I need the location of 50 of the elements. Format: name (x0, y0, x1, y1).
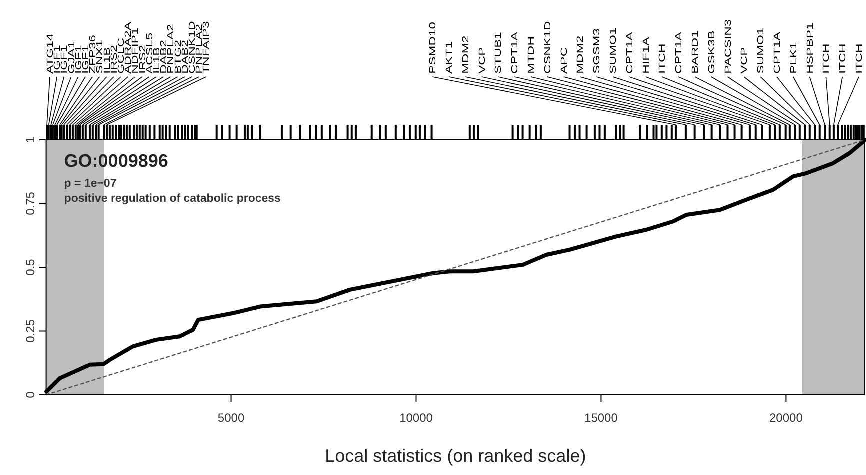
annotation: MTDH (526, 36, 536, 74)
annotation: positive regulation of catabolic process (64, 193, 281, 205)
annotation: GCLC (116, 38, 126, 74)
annotation: CPT1A (772, 31, 782, 74)
x-tick-label: 10000 (400, 411, 434, 425)
annotation: GSK3B (707, 30, 717, 74)
annotation: TNFAIP3 (202, 21, 212, 74)
annotation: SGSM3 (592, 28, 602, 74)
annotation: IL1B (102, 47, 112, 74)
y-tick-label: 0 (23, 391, 38, 398)
annotation: MDM2 (461, 36, 471, 74)
annotation: BARD1 (690, 30, 700, 74)
annotation: SUMO1 (756, 28, 766, 74)
annotation: SUMO1 (608, 28, 618, 74)
annotation: DAB2 (159, 40, 169, 74)
annotation: NDFIP1 (131, 28, 141, 74)
annotation: IL1B (152, 47, 162, 74)
y-tick-label: 0.5 (23, 258, 38, 276)
annotation: p = 1e−07 (64, 178, 117, 190)
annotation: PSMD10 (428, 22, 438, 74)
x-tick-label: 15000 (584, 411, 618, 425)
annotation: AKT1 (444, 41, 454, 74)
annotation: ITCH (822, 44, 832, 74)
annotation: ACSL5 (145, 32, 155, 74)
y-tick-label: 0.25 (23, 319, 38, 343)
annotation: MDM2 (576, 36, 586, 74)
annotation: STUB1 (494, 32, 504, 74)
text: GO:0009896 (64, 151, 168, 171)
annotation: CSNK1D (543, 21, 553, 74)
annotation: ADRA2A (124, 21, 134, 74)
annotation: HIF1A (642, 36, 652, 74)
annotation: SNX1 (96, 40, 106, 74)
annotation: HSPBP1 (806, 22, 816, 74)
annotation: ITCH (838, 44, 848, 74)
x-tick-label: 20000 (770, 411, 804, 425)
x-axis-title: Local statistics (on ranked scale) (325, 446, 586, 466)
annotation: VCP (478, 47, 488, 74)
annotation: APC (560, 47, 570, 74)
x-tick-label: 5000 (218, 411, 245, 425)
y-tick-label: 1 (23, 136, 38, 144)
annotation: CPT1A (674, 31, 684, 74)
annotation: PNPLA2 (166, 24, 176, 74)
annotation: VCP (740, 47, 750, 74)
annotation: CPT1A (510, 31, 520, 74)
annotation: ITCH (854, 44, 864, 74)
y-tick-label: 0.75 (23, 192, 38, 216)
annotation: ITCH (658, 44, 668, 74)
annotation: CPT1A (625, 31, 635, 74)
annotation: PLK1 (789, 42, 799, 74)
annotation: PACSIN3 (724, 19, 734, 74)
